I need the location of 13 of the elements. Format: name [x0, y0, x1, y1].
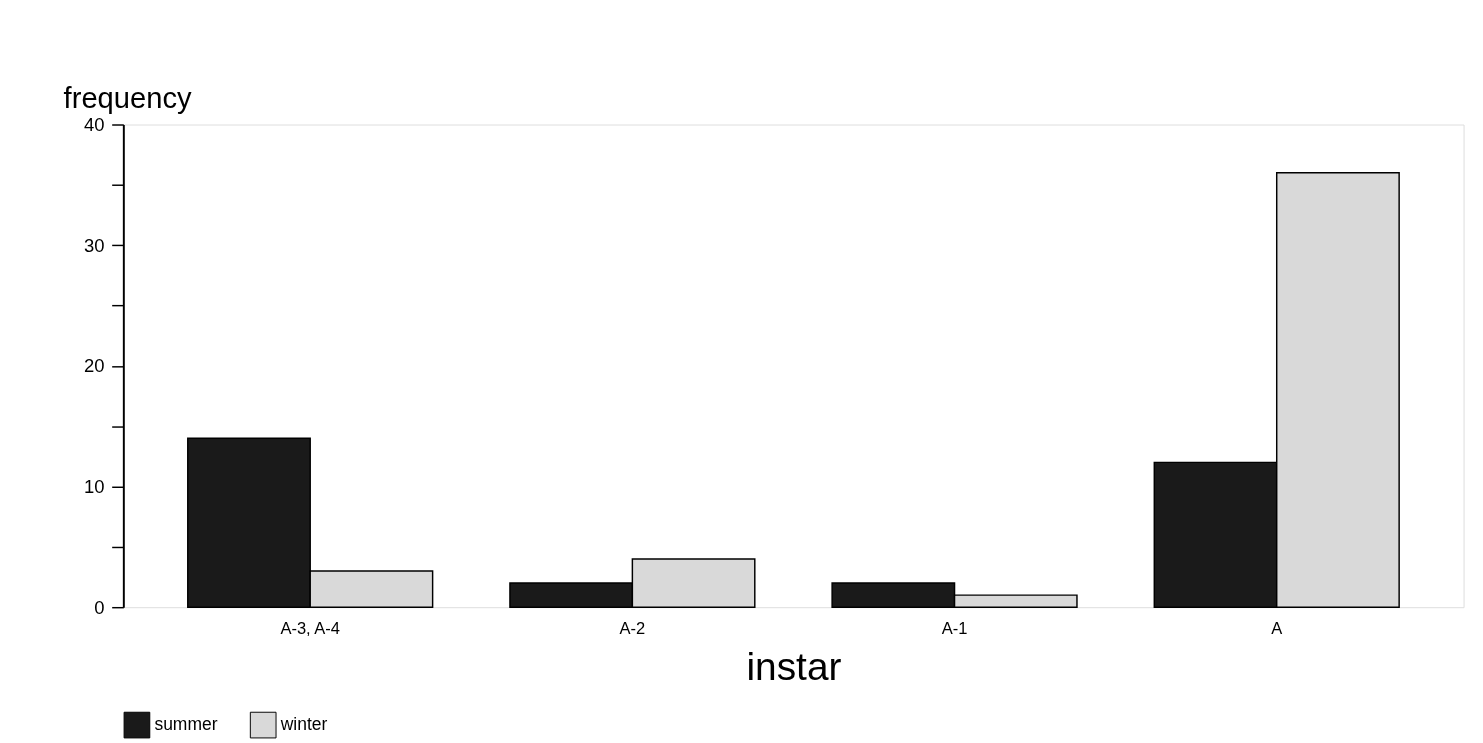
y-tick-label: 30: [83, 234, 105, 256]
x-tick-label: A-3, A-4: [280, 618, 341, 637]
legend-label: summer: [154, 713, 218, 734]
x-tick-label: A-1: [941, 618, 968, 637]
y-tick-label: 10: [83, 475, 105, 497]
y-tick-label: 40: [83, 113, 105, 135]
x-tick-label: A: [1271, 618, 1283, 637]
y-tick-label: 0: [94, 596, 105, 618]
x-axis-title: instar: [746, 644, 842, 688]
x-tick-label: A-2: [619, 618, 646, 637]
y-tick-label: 20: [83, 355, 105, 377]
y-axis-title: frequency: [63, 81, 192, 114]
legend-label: winter: [279, 713, 328, 734]
